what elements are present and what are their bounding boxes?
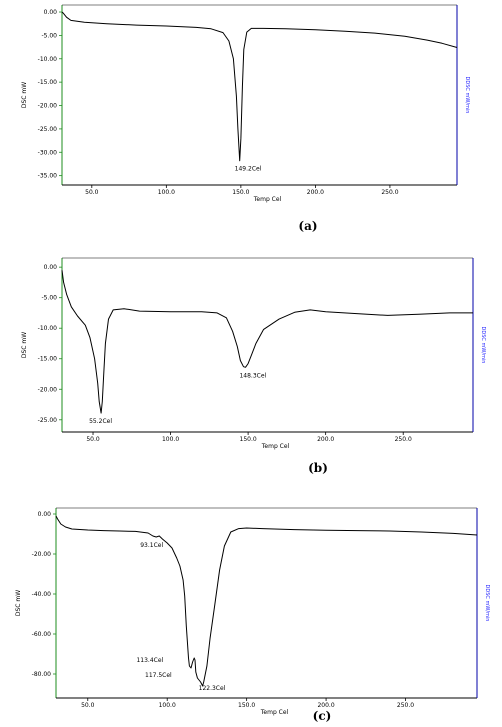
y-tick-label: -25.00 xyxy=(38,126,58,133)
peak-annotation: 55.2Cel xyxy=(89,418,112,425)
x-tick-label: 200.0 xyxy=(307,189,324,196)
y-tick-label: -35.00 xyxy=(38,173,58,180)
y-tick-label: -20.00 xyxy=(38,103,58,110)
peak-annotation: 117.5Cel xyxy=(145,672,172,679)
panel-label: (c) xyxy=(313,709,332,723)
y-tick-label: -5.00 xyxy=(41,295,57,302)
y-axis-label: DSC mW xyxy=(21,82,28,108)
x-tick-label: 50.0 xyxy=(81,702,95,709)
y-tick-label: -60.00 xyxy=(32,631,52,638)
peak-annotation: 93.1Cel xyxy=(140,542,163,549)
x-axis-label: Temp Cel xyxy=(253,196,282,203)
peak-annotation: 149.2Cel xyxy=(235,166,262,173)
peak-annotation: 122.3Cel xyxy=(199,685,226,692)
x-tick-label: 150.0 xyxy=(238,702,255,709)
x-tick-label: 250.0 xyxy=(397,702,414,709)
x-tick-label: 100.0 xyxy=(159,702,176,709)
y-tick-label: -40.00 xyxy=(32,591,52,598)
panel-label: (b) xyxy=(308,461,328,475)
y-tick-label: -15.00 xyxy=(38,356,58,363)
x-tick-label: 200.0 xyxy=(317,436,334,443)
y-tick-label: 0.00 xyxy=(44,9,58,16)
x-tick-label: 150.0 xyxy=(232,189,249,196)
panel-label: (a) xyxy=(298,219,317,233)
y-tick-label: -10.00 xyxy=(38,56,58,63)
x-tick-label: 100.0 xyxy=(162,436,179,443)
x-axis-label: Temp Cel xyxy=(260,709,289,716)
y-axis-label-right: DDSC mW/min xyxy=(480,327,486,364)
dsc-curve xyxy=(61,11,458,162)
chart-panel-1: 0.00 -5.00 -10.00 -15.00 -20.00 -25.00 -30.00 -… xyxy=(21,4,470,233)
dsc-curve xyxy=(61,270,473,414)
y-tick-label: 0.00 xyxy=(44,264,58,271)
x-tick-label: 100.0 xyxy=(158,189,175,196)
x-tick-label: 200.0 xyxy=(317,702,334,709)
y-tick-label: 0.00 xyxy=(38,511,52,518)
peak-annotation: 113.4Cel xyxy=(136,657,163,664)
x-axis-label: Temp Cel xyxy=(261,443,290,450)
x-tick-label: 50.0 xyxy=(86,436,100,443)
y-tick-label: -5.00 xyxy=(41,32,57,39)
x-tick-label: 250.0 xyxy=(381,189,398,196)
y-tick-label: -10.00 xyxy=(38,325,58,332)
y-tick-label: -30.00 xyxy=(38,149,58,156)
y-tick-label: -20.00 xyxy=(32,551,52,558)
y-tick-label: -25.00 xyxy=(38,417,58,424)
chart-panel-3: 0.00 -20.00 -40.00 -60.00 -80.00 50.0 100.0 150… xyxy=(15,507,490,723)
chart-panel-2: 0.00 -5.00 -10.00 -15.00 -20.00 -25.00 50.0 100… xyxy=(21,257,486,475)
y-axis-label: DSC mW xyxy=(21,332,28,358)
y-axis-label-right: DDSC mW/min xyxy=(464,77,470,114)
y-tick-label: -15.00 xyxy=(38,79,58,86)
y-tick-label: -80.00 xyxy=(32,671,52,678)
dsc-curve xyxy=(55,515,478,687)
x-tick-label: 250.0 xyxy=(395,436,412,443)
y-tick-label: -20.00 xyxy=(38,386,58,393)
y-axis-label-right: DDSC mW/min xyxy=(484,585,490,622)
peak-annotation: 148.3Cel xyxy=(239,372,266,379)
x-tick-label: 50.0 xyxy=(85,189,99,196)
y-axis-label: DSC mW xyxy=(15,590,22,616)
x-tick-label: 150.0 xyxy=(240,436,257,443)
